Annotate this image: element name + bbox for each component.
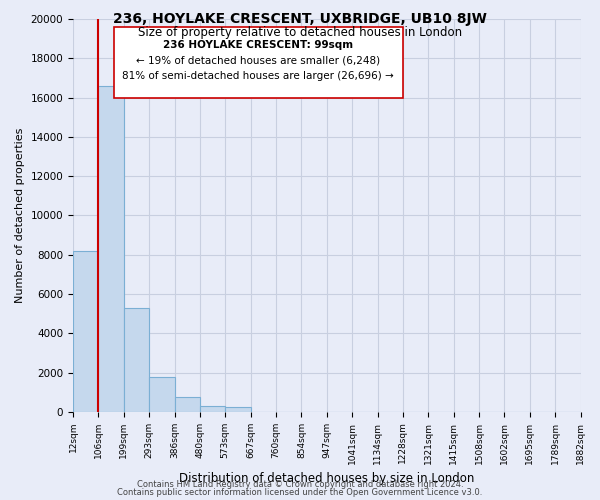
Text: Size of property relative to detached houses in London: Size of property relative to detached ho… (138, 26, 462, 39)
Bar (200, 406, 225, 412)
X-axis label: Distribution of detached houses by size in London: Distribution of detached houses by size … (179, 472, 475, 485)
Text: Contains public sector information licensed under the Open Government Licence v3: Contains public sector information licen… (118, 488, 482, 497)
Text: 236 HOYLAKE CRESCENT: 99sqm: 236 HOYLAKE CRESCENT: 99sqm (163, 40, 353, 50)
Text: 81% of semi-detached houses are larger (26,696) →: 81% of semi-detached houses are larger (… (122, 71, 394, 81)
FancyBboxPatch shape (113, 27, 403, 98)
Text: ← 19% of detached houses are smaller (6,248): ← 19% of detached houses are smaller (6,… (136, 55, 380, 65)
Bar (225, 408, 251, 412)
Text: 236, HOYLAKE CRESCENT, UXBRIDGE, UB10 8JW: 236, HOYLAKE CRESCENT, UXBRIDGE, UB10 8J… (113, 12, 487, 26)
Bar (124, 308, 149, 412)
Text: Contains HM Land Registry data © Crown copyright and database right 2024.: Contains HM Land Registry data © Crown c… (137, 480, 463, 489)
Bar (175, 397, 200, 412)
Y-axis label: Number of detached properties: Number of detached properties (15, 128, 25, 303)
Bar (73, 251, 98, 412)
Bar (98, 86, 124, 412)
Bar (149, 378, 175, 412)
